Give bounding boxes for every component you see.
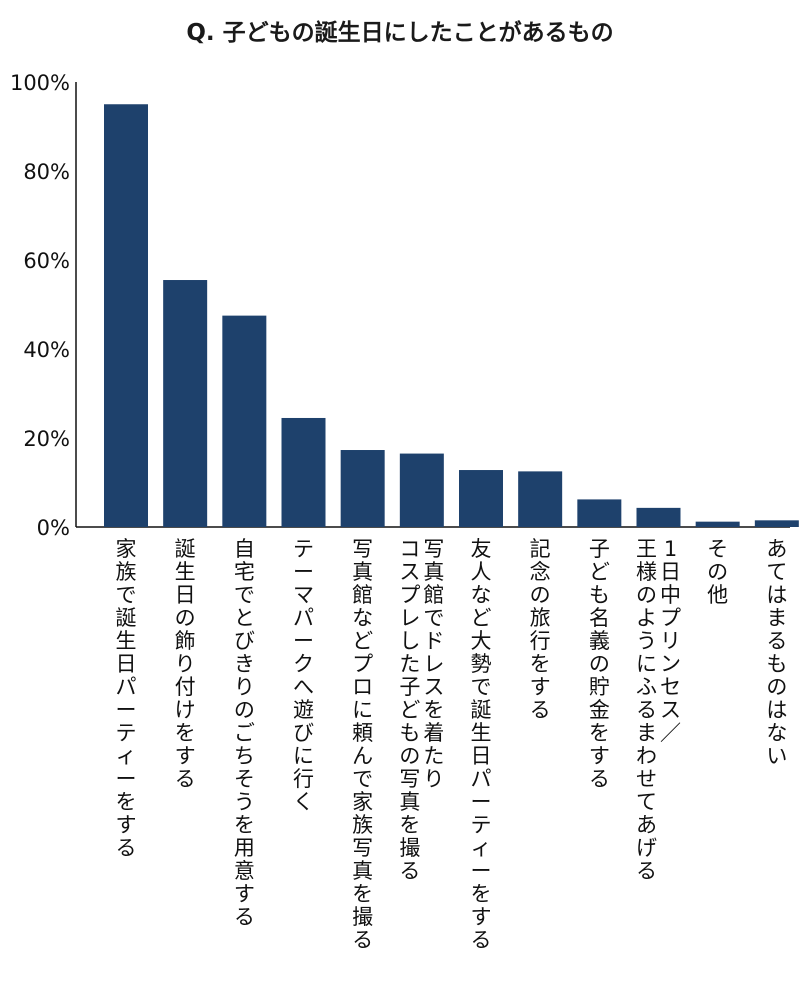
x-category-label: 自宅でとびきりのごちそうを用意する bbox=[234, 537, 255, 929]
x-category-label: コスプレした子どもの写真を撮る bbox=[399, 537, 420, 883]
bar bbox=[104, 104, 148, 527]
y-tick-label: 20% bbox=[23, 427, 70, 451]
bar bbox=[636, 507, 681, 527]
x-category-label: 誕生日の飾り付けをする bbox=[175, 537, 196, 791]
bar bbox=[518, 471, 563, 527]
bar bbox=[695, 521, 740, 527]
bars bbox=[104, 104, 799, 527]
x-category-label: 写真館でドレスを着たり bbox=[423, 537, 444, 791]
x-category-label: その他 bbox=[707, 537, 728, 607]
bar bbox=[459, 470, 503, 527]
bar bbox=[281, 417, 326, 527]
x-category-label: あてはまるものはない bbox=[766, 537, 787, 768]
bar bbox=[222, 315, 267, 527]
y-tick-label: 0% bbox=[37, 516, 70, 540]
bar bbox=[163, 280, 208, 527]
x-category-label: 記念の旅行をする bbox=[530, 537, 551, 722]
y-tick-label: 100% bbox=[10, 71, 70, 95]
bar bbox=[340, 450, 385, 527]
bar bbox=[577, 499, 622, 527]
y-tick-label: 40% bbox=[23, 338, 70, 362]
x-category-label: 友人など大勢で誕生日パーティーをする bbox=[471, 537, 492, 952]
x-category-label: 1 日中プリンセス／ bbox=[660, 537, 681, 745]
x-category-label: テーマパークへ遊びに行く bbox=[293, 537, 314, 814]
x-category-label: 王様のようにふるまわせてあげる bbox=[636, 537, 657, 883]
chart-title: Q. 子どもの誕生日にしたことがあるもの bbox=[186, 19, 613, 46]
y-tick-label: 80% bbox=[23, 160, 70, 184]
bar bbox=[754, 520, 799, 527]
x-category-label: 子ども名義の貯金をする bbox=[589, 537, 610, 791]
y-tick-label: 60% bbox=[23, 249, 70, 273]
x-category-label: 写真館などプロに頼んで家族写真を撮る bbox=[352, 537, 373, 952]
bar bbox=[399, 453, 444, 527]
x-axis-labels: 家族で誕生日パーティーをする 誕生日の飾り付けをする 自宅でとびきりのごちそうを用意… bbox=[116, 537, 788, 952]
x-category-label: 家族で誕生日パーティーをする bbox=[116, 537, 137, 860]
